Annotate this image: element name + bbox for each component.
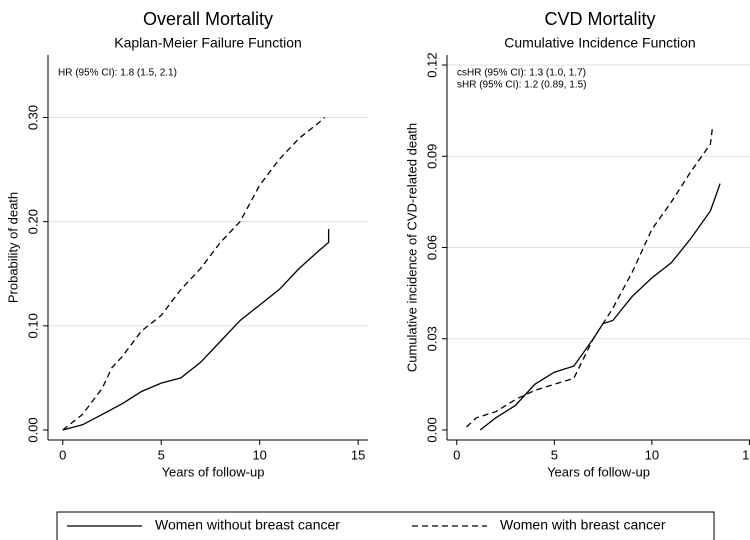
- chart-title: Overall Mortality: [143, 9, 273, 29]
- x-tick-label: 15: [742, 447, 750, 462]
- y-tick-label: 0.00: [25, 417, 40, 442]
- annotation: csHR (95% CI): 1.3 (1.0, 1.7): [457, 68, 586, 79]
- y-tick-label: 0.00: [424, 417, 439, 442]
- y-tick-label: 0.09: [424, 144, 439, 169]
- x-axis-label: Years of follow-up: [162, 464, 265, 479]
- y-axis-label: Probability of death: [5, 192, 20, 303]
- series-line: [62, 229, 330, 431]
- y-axis-label: Cumulative incidence of CVD-related deat…: [404, 123, 419, 372]
- x-tick-label: 10: [252, 447, 266, 462]
- legend-label: Women without breast cancer: [155, 517, 340, 533]
- annotation: HR (95% CI): 1.8 (1.5, 2.1): [58, 68, 177, 79]
- y-tick-label: 0.12: [424, 52, 439, 77]
- annotation: sHR (95% CI): 1.2 (0.89, 1.5): [457, 80, 587, 91]
- x-tick-label: 10: [645, 447, 659, 462]
- x-tick-label: 5: [551, 447, 558, 462]
- x-axis-label: Years of follow-up: [547, 464, 650, 479]
- x-tick-label: 15: [351, 447, 365, 462]
- series-line: [62, 117, 326, 431]
- series-line: [479, 183, 721, 431]
- y-tick-label: 0.30: [25, 105, 40, 130]
- series-line: [466, 128, 713, 428]
- x-tick-label: 5: [158, 447, 165, 462]
- y-tick-label: 0.06: [424, 235, 439, 260]
- chart-subtitle: Kaplan-Meier Failure Function: [114, 35, 302, 51]
- x-tick-label: 0: [453, 447, 460, 462]
- legend-label: Women with breast cancer: [500, 517, 666, 533]
- x-tick-label: 0: [59, 447, 66, 462]
- y-tick-label: 0.10: [25, 313, 40, 338]
- y-tick-label: 0.20: [25, 209, 40, 234]
- legend-box: [56, 511, 715, 540]
- chart-title: CVD Mortality: [544, 9, 655, 29]
- y-tick-label: 0.03: [424, 326, 439, 351]
- chart-subtitle: Cumulative Incidence Function: [504, 35, 695, 51]
